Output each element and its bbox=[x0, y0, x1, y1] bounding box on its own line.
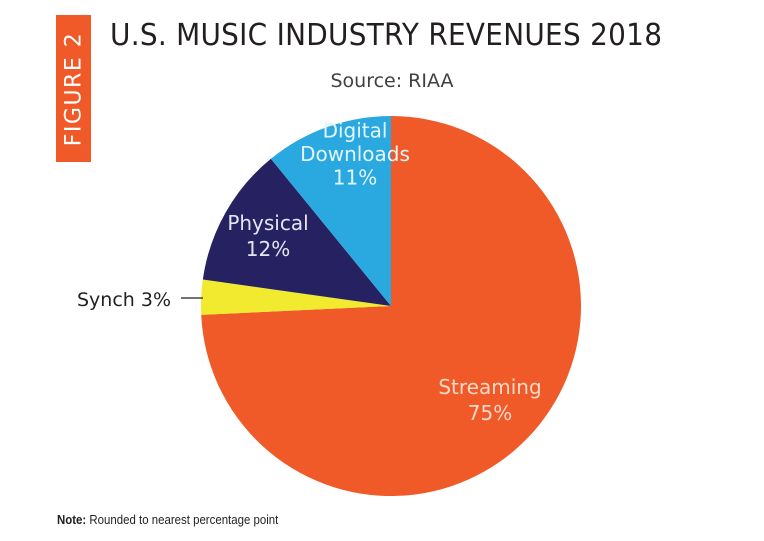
slice-label-digital-downloads-name: Downloads bbox=[300, 142, 410, 166]
note-label: Note: bbox=[57, 512, 87, 527]
pie-slices bbox=[200, 116, 582, 496]
chart-title: U.S. MUSIC INDUSTRY REVENUES 2018 bbox=[110, 18, 663, 53]
figure-number-box bbox=[56, 15, 91, 162]
chart-note: Note: Rounded to nearest percentage poin… bbox=[57, 512, 278, 527]
pie-slice-physical bbox=[202, 158, 391, 306]
slice-label-physical-value: 12% bbox=[246, 237, 290, 261]
pie-slice-digital-downloads bbox=[270, 116, 391, 306]
note-text: Rounded to nearest percentage point bbox=[86, 512, 279, 527]
slice-label-streaming-name: Streaming bbox=[438, 375, 541, 399]
pie-slice-streaming bbox=[201, 116, 582, 496]
chart-subtitle: Source: RIAA bbox=[330, 70, 454, 92]
slice-label-physical-name: Physical bbox=[227, 211, 308, 235]
pie-slice-synch bbox=[200, 279, 391, 315]
slice-label-digital-downloads-value: 11% bbox=[333, 166, 377, 190]
slice-label-streaming-value: 75% bbox=[468, 401, 512, 425]
slice-label-synch: Synch 3% bbox=[77, 289, 171, 311]
slice-label-digital-downloads-name: Digital bbox=[323, 119, 388, 143]
